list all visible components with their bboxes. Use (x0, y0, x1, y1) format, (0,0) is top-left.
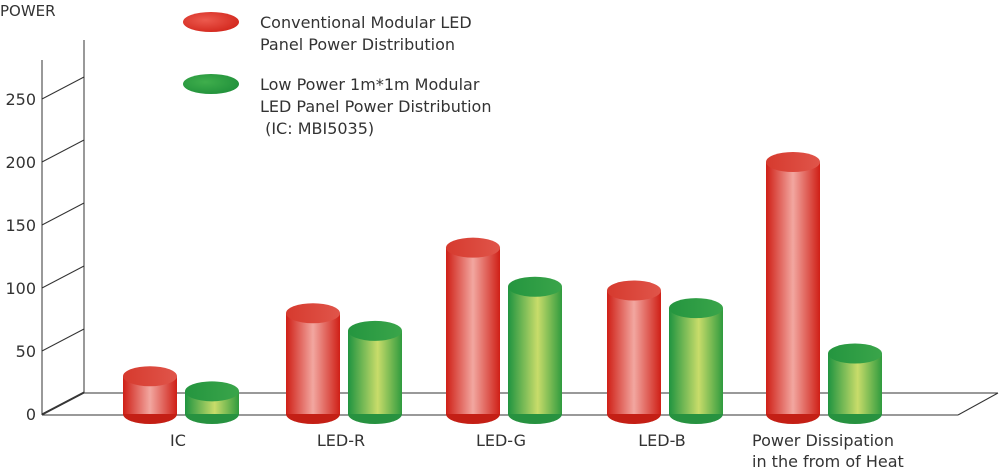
bars (123, 152, 882, 424)
legend-entry: Low Power 1m*1m Modular LED Panel Power D… (183, 74, 491, 138)
bar-conventional-1 (286, 303, 340, 424)
bar-conventional-0 (123, 366, 177, 424)
y-axis-label: POWER (0, 2, 56, 20)
bar-conventional-3 (607, 280, 661, 424)
x-tick-label: LED-R (317, 431, 365, 450)
y-tick-label: 200 (5, 153, 36, 172)
bar-conventional-2 (446, 237, 500, 424)
floor-right-edge (957, 392, 999, 416)
x-tick-label: Power Dissipation in the from of Heat (752, 431, 904, 470)
floor-left-edge (41, 392, 85, 416)
y-tick-label: 100 (5, 279, 36, 298)
y-gridline-diagonal (41, 328, 85, 352)
bar-conventional-4 (766, 152, 820, 424)
y-tick-label: 250 (5, 90, 36, 109)
y-gridline-diagonal (41, 265, 85, 289)
legend-entry: Conventional Modular LED Panel Power Dist… (183, 12, 472, 54)
x-labels: IC LED-R LED-G LED-B Power Dissipation in the… (170, 431, 904, 470)
y-gridline-diagonal (41, 202, 85, 226)
y-tick-label: 150 (5, 216, 36, 235)
bar-low-power-4 (828, 343, 882, 424)
y-ticks: 0 50 100 150 200 250 (5, 76, 85, 424)
y-tick-label: 50 (16, 342, 36, 361)
legend-label: Low Power 1m*1m Modular LED Panel Power D… (260, 75, 491, 138)
bar-low-power-3 (669, 298, 723, 424)
legend-swatch (183, 12, 239, 32)
y-tick-label: 0 (26, 405, 36, 424)
y-gridline-diagonal (41, 391, 85, 415)
y-gridline-diagonal (41, 76, 85, 100)
bar-low-power-0 (185, 381, 239, 424)
bar-low-power-2 (508, 276, 562, 424)
legend-label: Conventional Modular LED Panel Power Dist… (260, 13, 472, 54)
bar-low-power-1 (348, 320, 402, 424)
legend: Conventional Modular LED Panel Power Dist… (183, 12, 491, 138)
x-tick-label: LED-G (476, 431, 526, 450)
x-tick-label: IC (170, 431, 186, 450)
y-gridline-diagonal (41, 139, 85, 163)
x-tick-label: LED-B (638, 431, 686, 450)
legend-swatch (183, 74, 239, 94)
